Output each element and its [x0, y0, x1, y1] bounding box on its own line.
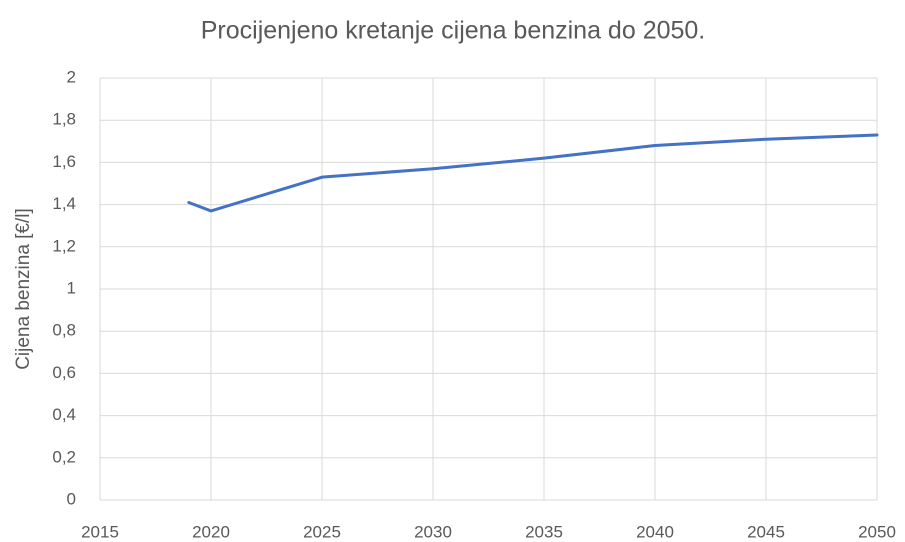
- x-tick-label: 2020: [192, 522, 230, 541]
- y-tick-label: 2: [67, 67, 76, 86]
- x-tick-label: 2050: [858, 522, 896, 541]
- y-tick-label: 0,4: [52, 405, 76, 424]
- y-tick-label: 1: [67, 278, 76, 297]
- x-tick-label: 2030: [414, 522, 452, 541]
- x-tick-label: 2025: [303, 522, 341, 541]
- y-tick-label: 1,6: [52, 152, 76, 171]
- y-tick-label: 0,6: [52, 363, 76, 382]
- y-tick-label: 0,2: [52, 447, 76, 466]
- x-tick-label: 2035: [525, 522, 563, 541]
- x-tick-label: 2045: [747, 522, 785, 541]
- x-tick-label: 2040: [636, 522, 674, 541]
- chart-title: Procijenjeno kretanje cijena benzina do …: [201, 17, 706, 45]
- x-tick-label: 2015: [81, 522, 119, 541]
- y-axis-title: Cijena benzina [€/l]: [13, 208, 34, 370]
- y-tick-label: 0: [67, 489, 76, 508]
- y-tick-label: 1,2: [52, 236, 76, 255]
- y-tick-label: 0,8: [52, 321, 76, 340]
- y-tick-label: 1,8: [52, 110, 76, 129]
- data-line: [187, 133, 879, 213]
- y-tick-label: 1,4: [52, 194, 76, 213]
